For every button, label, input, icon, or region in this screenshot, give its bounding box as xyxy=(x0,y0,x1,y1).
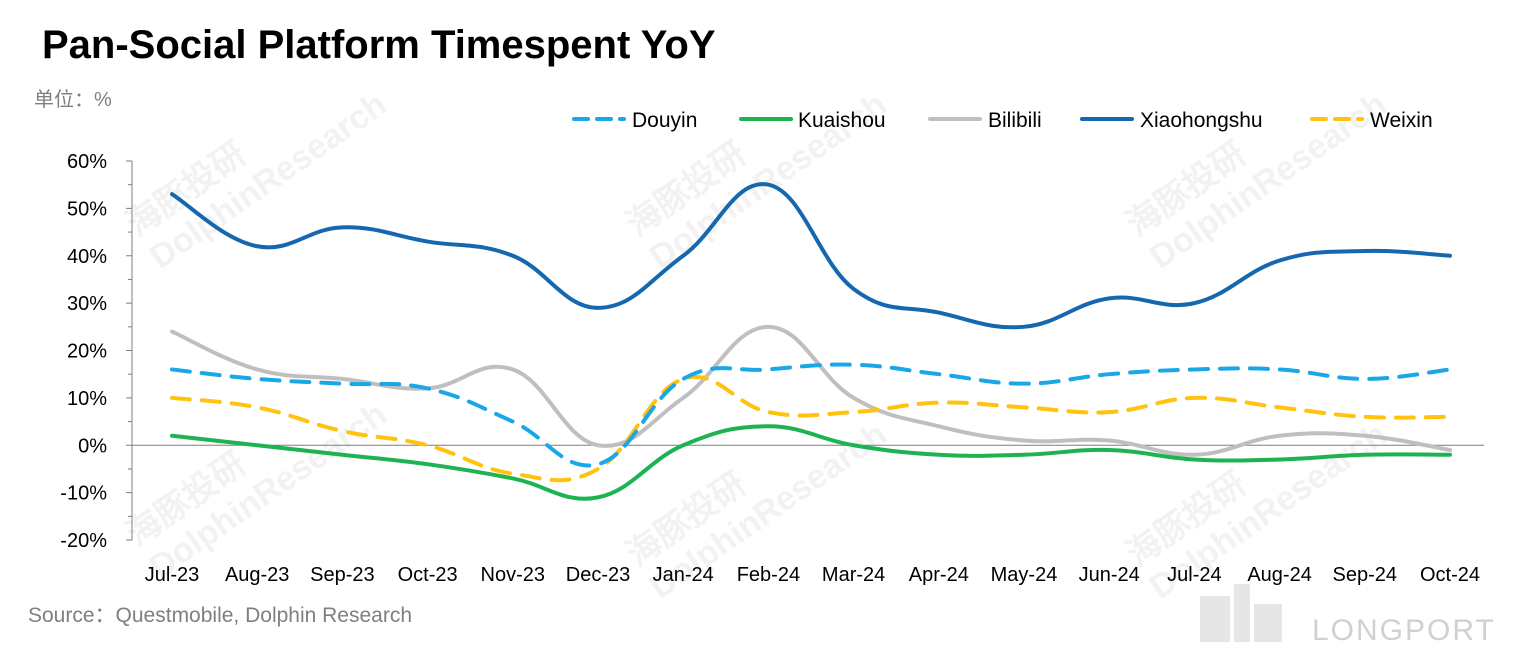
x-tick-label: Sep-23 xyxy=(310,564,375,586)
legend-label-bilibili: Bilibili xyxy=(988,109,1042,132)
y-tick-label: 60% xyxy=(67,151,107,173)
legend-label-douyin: Douyin xyxy=(632,109,697,132)
x-tick-label: Mar-24 xyxy=(822,564,885,586)
series-line-bilibili xyxy=(170,324,1452,457)
longport-logo: LONGPORT xyxy=(1200,584,1496,647)
x-tick-label: Oct-23 xyxy=(398,564,458,586)
series-layer xyxy=(170,182,1452,501)
y-tick-label: 10% xyxy=(67,388,107,410)
x-tick-label: Sep-24 xyxy=(1333,564,1398,586)
series-line-douyin xyxy=(170,362,1452,468)
x-tick-label: Nov-23 xyxy=(481,564,545,586)
legend: Douyin Kuaishou Bilibili Xiaohongshu Weixin xyxy=(572,109,1433,132)
y-tick-label: -20% xyxy=(60,530,107,552)
series-line-xiaohongshu xyxy=(170,182,1452,330)
x-tick-label: Dec-23 xyxy=(566,564,630,586)
y-tick-label: 0% xyxy=(78,435,107,457)
x-tick-label: Aug-23 xyxy=(225,564,290,586)
series-line-kuaishou xyxy=(170,424,1452,501)
x-tick-label: Jul-23 xyxy=(145,564,199,586)
legend-label-kuaishou: Kuaishou xyxy=(798,109,886,132)
x-tick-label: Oct-24 xyxy=(1420,564,1480,586)
legend-label-weixin: Weixin xyxy=(1370,109,1433,132)
x-tick-label: Jan-24 xyxy=(653,564,714,586)
x-tick-label: Aug-24 xyxy=(1247,564,1312,586)
y-tick-label: 20% xyxy=(67,341,107,363)
series-line-weixin xyxy=(170,374,1452,483)
y-tick-label: 40% xyxy=(67,246,107,268)
axes: -20% -10% 0% 10% 20% 30% 40% 50% 60% Jul-23 Aug-23… xyxy=(60,151,1484,586)
x-tick-label: Apr-24 xyxy=(909,564,969,586)
x-tick-label: Feb-24 xyxy=(737,564,800,586)
x-tick-label: May-24 xyxy=(991,564,1058,586)
legend-label-xiaohongshu: Xiaohongshu xyxy=(1140,109,1263,132)
unit-label: 单位：% xyxy=(34,88,112,111)
y-tick-label: 50% xyxy=(67,198,107,220)
x-tick-label: Jul-24 xyxy=(1167,564,1221,586)
source-note: Source：Questmobile, Dolphin Research xyxy=(28,604,412,627)
x-tick-label: Jun-24 xyxy=(1079,564,1140,586)
y-tick-label: 30% xyxy=(67,293,107,315)
logo-text: LONGPORT xyxy=(1312,614,1496,647)
y-tick-label: -10% xyxy=(60,483,107,505)
chart-title: Pan-Social Platform Timespent YoY xyxy=(42,23,716,67)
